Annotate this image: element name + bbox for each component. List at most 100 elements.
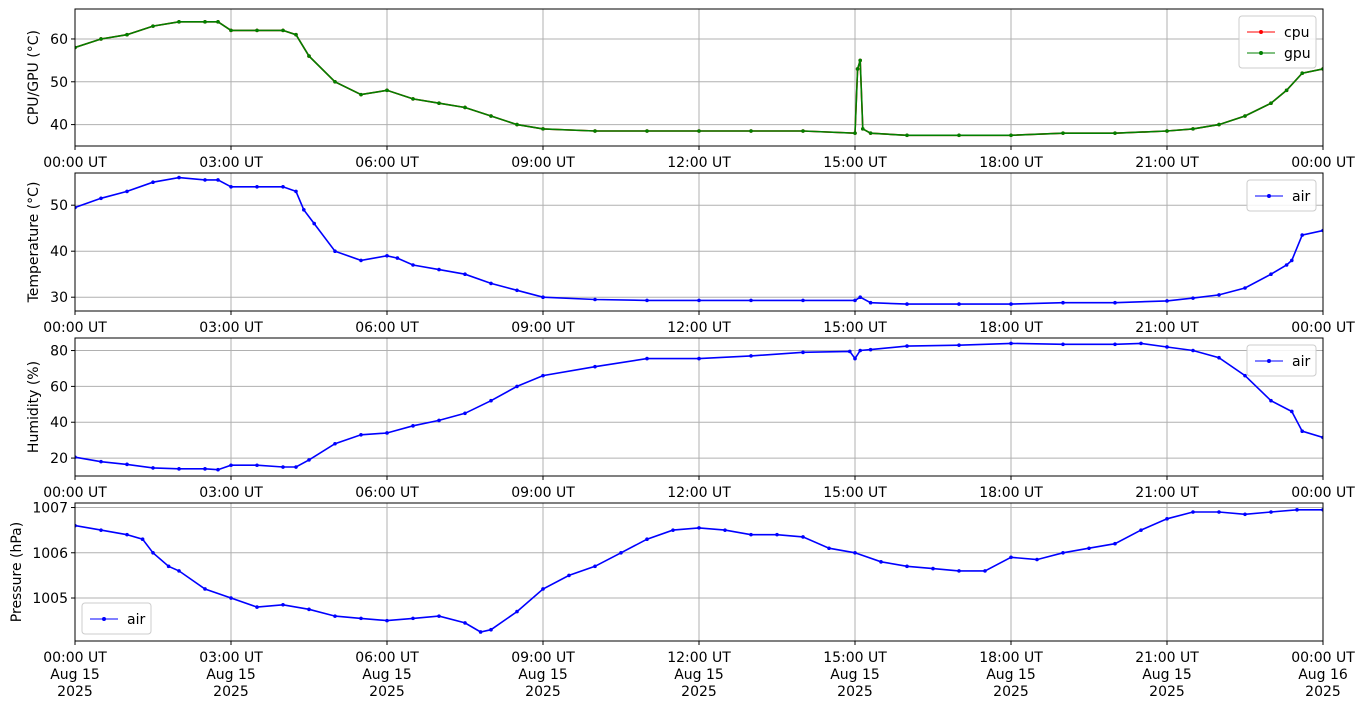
data-point-gpu xyxy=(1300,71,1304,76)
data-point-air xyxy=(801,350,805,355)
data-point-gpu xyxy=(255,28,259,33)
x-tick-label: 15:00 UT xyxy=(823,485,887,501)
data-point-air xyxy=(1191,348,1195,353)
data-point-air xyxy=(395,256,400,260)
x-tick-year: 2025 xyxy=(1305,684,1341,700)
data-point-gpu xyxy=(1243,114,1247,118)
data-point-gpu xyxy=(515,122,519,127)
data-point-air xyxy=(385,618,389,623)
y-tick-label: 50 xyxy=(50,198,68,214)
x-tick-year: 2025 xyxy=(213,684,249,700)
data-point-air xyxy=(489,281,493,286)
x-tick-label: 12:00 UT xyxy=(667,485,731,501)
x-tick-label: 06:00 UT xyxy=(355,485,419,501)
data-point-air xyxy=(281,185,285,189)
data-point-air xyxy=(1191,296,1195,300)
data-point-air xyxy=(312,221,317,226)
data-point-air xyxy=(99,459,103,464)
x-tick-label: 09:00 UT xyxy=(511,485,575,501)
x-tick-label: 00:00 UT xyxy=(43,485,107,501)
data-point-air xyxy=(619,550,623,555)
chart-panel-3: 20 40 60 80 00:00 UT 03:00 UT 06:00 UT 09:00 UT… xyxy=(26,337,1355,501)
data-point-air xyxy=(1061,342,1065,347)
data-point-air xyxy=(307,458,311,462)
data-point-air xyxy=(411,263,415,267)
data-point-air xyxy=(1009,341,1013,346)
data-point-gpu xyxy=(151,24,155,28)
data-point-air xyxy=(99,528,103,532)
data-point-gpu xyxy=(333,79,337,84)
data-point-air xyxy=(177,175,181,180)
series-line-gpu xyxy=(75,20,1323,137)
series-group xyxy=(75,20,1323,138)
data-point-air xyxy=(848,349,852,354)
x-tick-year: 2025 xyxy=(681,684,717,700)
data-point-air xyxy=(411,424,415,428)
data-point-air xyxy=(1290,258,1294,263)
data-point-air xyxy=(125,462,129,467)
x-tick-label: 12:00 UT xyxy=(667,650,731,666)
data-point-air xyxy=(1061,550,1065,555)
x-tick-date: Aug 15 xyxy=(206,667,256,683)
x-tick-label: 03:00 UT xyxy=(199,650,263,666)
data-point-air xyxy=(541,295,545,300)
data-point-air xyxy=(541,373,545,378)
y-tick-label: 30 xyxy=(50,290,68,306)
data-point-air xyxy=(203,587,207,591)
data-point-air xyxy=(1243,373,1247,378)
data-point-air xyxy=(858,295,862,300)
data-point-gpu xyxy=(801,129,805,133)
data-point-gpu xyxy=(359,92,363,97)
data-point-gpu xyxy=(437,101,441,105)
series-group xyxy=(75,507,1323,634)
data-point-gpu xyxy=(463,105,467,110)
data-point-air xyxy=(905,302,909,306)
data-point-air xyxy=(1139,341,1143,346)
x-tick-label: 00:00 UT xyxy=(43,320,107,336)
data-point-air xyxy=(567,573,571,578)
data-point-gpu xyxy=(1165,129,1169,133)
data-point-gpu xyxy=(855,67,860,71)
data-point-air xyxy=(853,550,857,555)
x-tick-label: 15:00 UT xyxy=(823,650,887,666)
data-point-gpu xyxy=(868,131,873,135)
data-point-air xyxy=(216,178,220,182)
data-point-air xyxy=(1139,528,1143,532)
x-tick-label: 18:00 UT xyxy=(979,320,1043,336)
x-tick-label: 21:00 UT xyxy=(1135,485,1199,501)
data-point-gpu xyxy=(861,127,865,131)
data-point-air xyxy=(333,614,337,618)
data-point-air xyxy=(437,418,441,423)
y-axis-label: Temperature (°C) xyxy=(26,182,42,304)
x-tick-year: 2025 xyxy=(1149,684,1185,700)
data-point-air xyxy=(515,609,519,614)
data-point-air xyxy=(99,196,103,201)
data-point-air xyxy=(1165,345,1169,349)
data-point-air xyxy=(697,356,701,361)
data-point-air xyxy=(1009,555,1013,560)
data-point-air xyxy=(1113,300,1117,305)
data-point-air xyxy=(879,560,883,564)
data-point-air xyxy=(1290,409,1294,414)
data-point-gpu xyxy=(645,129,649,133)
x-tick-label: 06:00 UT xyxy=(355,320,419,336)
data-point-air xyxy=(1217,355,1221,360)
data-point-gpu xyxy=(99,37,103,41)
x-tick-label: 09:00 UT xyxy=(511,650,575,666)
x-tick-label: 06:00 UT xyxy=(355,650,419,666)
y-tick-label: 1007 xyxy=(32,501,68,517)
data-point-air xyxy=(463,411,467,416)
data-point-air xyxy=(868,300,873,305)
data-point-air xyxy=(1217,510,1221,514)
x-tick-label: 03:00 UT xyxy=(199,155,263,171)
y-tick-label: 20 xyxy=(50,451,68,467)
data-point-air xyxy=(983,569,987,573)
x-tick-label: 06:00 UT xyxy=(355,155,419,171)
data-point-air xyxy=(593,564,597,569)
data-point-air xyxy=(1035,557,1039,562)
x-tick-date: Aug 15 xyxy=(518,667,568,683)
data-point-gpu xyxy=(858,58,862,63)
y-tick-label: 60 xyxy=(50,32,68,48)
